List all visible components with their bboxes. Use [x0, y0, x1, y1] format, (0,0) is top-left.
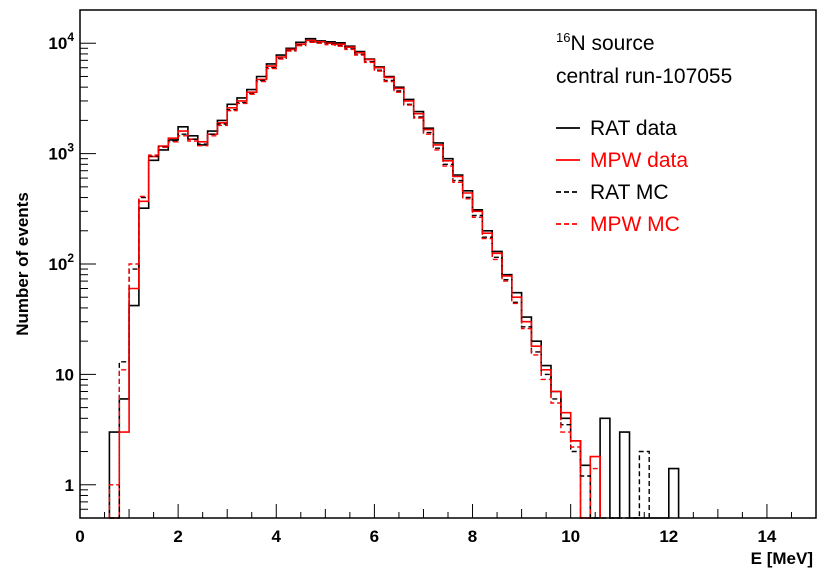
legend-label: MPW data — [590, 149, 688, 172]
x-tick-label: 4 — [272, 527, 282, 546]
y-axis-title: Number of events — [13, 192, 32, 336]
y-tick-label: 10 — [55, 365, 74, 384]
annotation-source: N source — [570, 32, 654, 55]
x-tick-label: 0 — [75, 527, 84, 546]
x-tick-label: 12 — [659, 527, 678, 546]
legend-label: RAT data — [590, 117, 677, 140]
series-mpw-mc — [108, 41, 601, 519]
y-tick-label: 104 — [48, 30, 74, 53]
series-layer — [108, 37, 680, 519]
annotation-line-1: 16N source — [556, 30, 655, 55]
series-rat-mc — [109, 41, 650, 519]
y-tick-label: 102 — [48, 251, 74, 274]
series-rat-data — [108, 37, 680, 519]
x-tick-label: 14 — [757, 527, 776, 546]
legend-label: RAT MC — [590, 181, 669, 204]
x-tick-label: 10 — [561, 527, 580, 546]
x-axis-title: E [MeV] — [751, 549, 813, 568]
annotation-line-2: central run-107055 — [556, 65, 732, 88]
annotation-superscript: 16 — [556, 30, 570, 45]
legend-label: MPW MC — [590, 213, 680, 236]
y-tick-label: 1 — [65, 476, 74, 495]
legend: RAT data MPW data RAT MC MPW MC — [556, 117, 688, 236]
series-mpw-data — [109, 39, 601, 519]
labels-layer: 0 2 4 6 8 10 12 14 1 10 102 103 104 — [48, 30, 777, 546]
y-tick-label: 103 — [48, 141, 74, 164]
ticks-layer — [79, 9, 817, 519]
x-tick-label: 6 — [370, 527, 379, 546]
x-tick-label: 2 — [173, 527, 182, 546]
x-tick-label: 8 — [468, 527, 477, 546]
